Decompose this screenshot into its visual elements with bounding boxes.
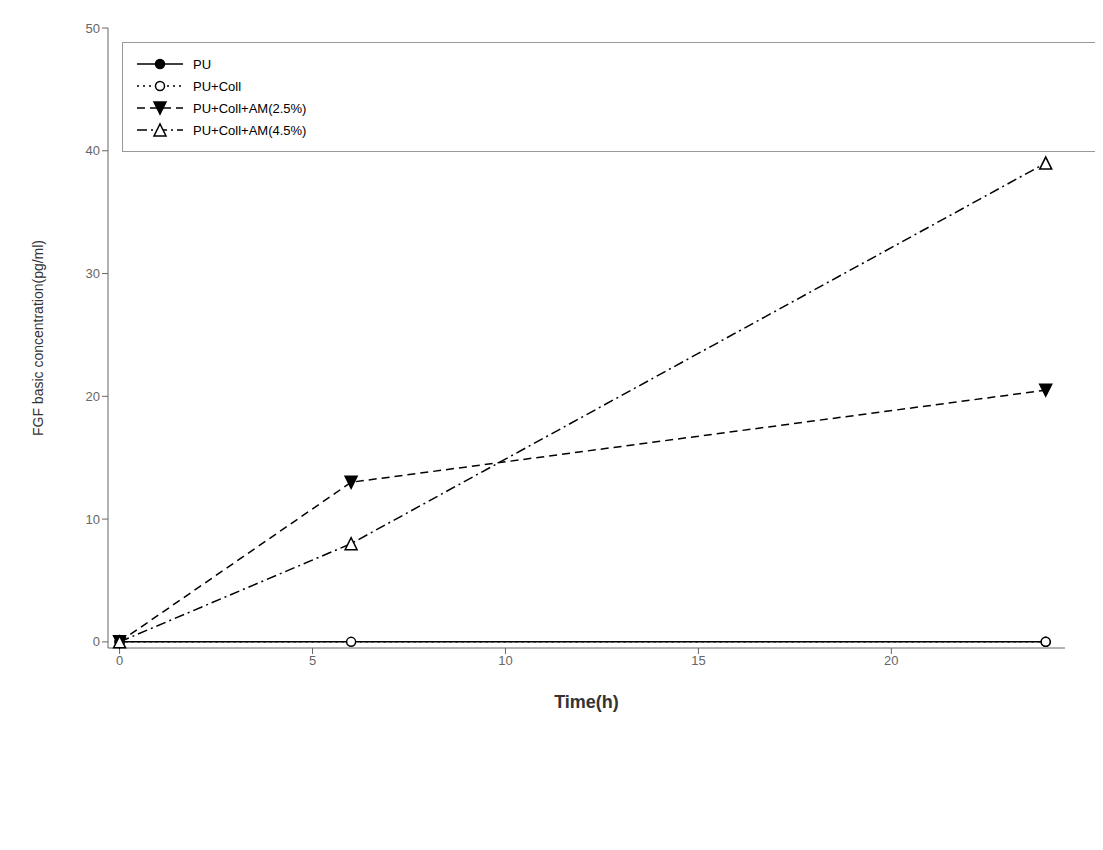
html-text:PU+Coll: PU+Coll [193,78,241,94]
svg-text:10: 10 [498,653,512,668]
svg-text:Time(h): Time(h) [554,692,619,712]
svg-text:20: 20 [86,389,100,404]
svg-text:5: 5 [309,653,316,668]
svg-text:50: 50 [86,21,100,36]
svg-text:30: 30 [86,266,100,281]
svg-text:15: 15 [691,653,705,668]
html-text:PU+Coll+AM(2.5%): PU+Coll+AM(2.5%) [193,100,307,116]
svg-text:40: 40 [86,143,100,158]
svg-text:0: 0 [93,634,100,649]
html-text:PU+Coll+AM(4.5%): PU+Coll+AM(4.5%) [193,122,307,138]
svg-text:FGF basic concentration(pg/ml): FGF basic concentration(pg/ml) [30,240,46,436]
svg-text:10: 10 [86,512,100,527]
html-text:PU: PU [193,56,212,72]
svg-text:0: 0 [116,653,123,668]
svg-text:20: 20 [884,653,898,668]
